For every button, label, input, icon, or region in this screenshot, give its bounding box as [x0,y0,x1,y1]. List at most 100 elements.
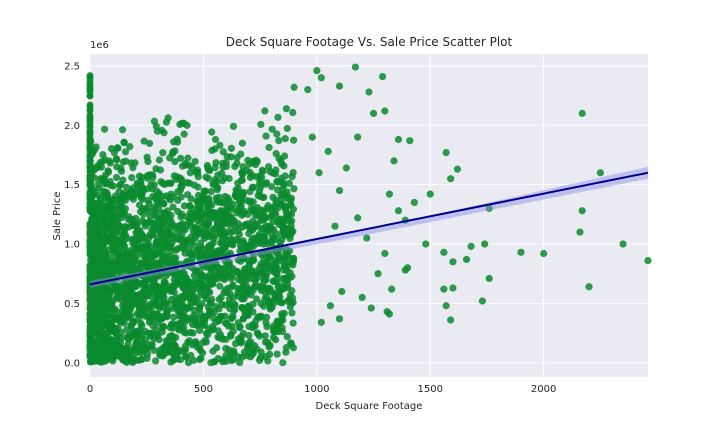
data-point [227,275,235,283]
data-point [102,313,110,321]
data-point [237,202,245,210]
data-point [213,221,221,229]
data-point [200,234,208,243]
data-point [249,349,258,357]
data-point [235,237,243,245]
data-point [286,303,294,311]
data-point [262,313,271,321]
data-point [267,183,276,191]
data-point [274,204,282,212]
data-point [190,271,198,280]
data-point [128,264,136,273]
data-point [97,163,106,171]
data-point [86,294,94,301]
data-point [619,240,627,248]
data-point [275,220,283,229]
x-tick-label: 500 [194,384,213,395]
data-point [121,148,130,156]
data-point [242,291,250,300]
data-point [217,208,225,216]
data-point [139,184,147,192]
data-point [266,253,275,261]
data-point [354,214,362,222]
data-point [219,148,227,156]
data-point [215,305,223,313]
data-point [137,345,145,353]
data-point [178,210,186,218]
data-point [142,238,150,247]
data-point [209,208,217,216]
data-point [231,162,239,171]
data-point [128,187,136,195]
data-point [264,202,272,210]
data-point [138,280,146,289]
data-point [117,269,125,277]
data-point [117,328,125,337]
data-point [253,282,261,291]
data-point [197,243,205,251]
data-point [578,207,586,215]
data-point [163,300,172,308]
data-point [176,346,184,355]
data-point [98,322,106,330]
data-point [120,189,128,197]
data-point [143,220,151,228]
data-point [227,236,235,244]
data-point [255,188,263,196]
data-point [118,249,126,258]
data-point [290,185,298,193]
data-point [209,276,217,284]
data-point [104,168,112,176]
data-point [644,257,652,265]
data-point [170,138,178,146]
data-point [246,173,254,182]
data-point [117,167,126,175]
data-point [279,226,287,234]
data-point [154,283,162,291]
data-point [155,189,163,198]
data-point [171,158,179,166]
data-point [212,259,220,267]
data-point [256,264,264,272]
data-point [112,173,121,182]
data-point [256,176,264,184]
point-cloud [86,72,298,367]
data-point [188,254,196,262]
data-point [223,259,232,268]
data-point [447,175,455,183]
data-point [135,309,143,318]
data-point [186,169,194,177]
y-tick-label: 0.5 [64,299,80,310]
data-point [283,274,291,282]
data-point [279,359,287,367]
data-point [481,240,489,248]
data-point [86,237,94,245]
data-point [576,228,584,236]
data-point [162,118,171,126]
data-point [182,329,190,337]
data-point [127,312,135,320]
data-point [467,242,475,250]
data-point [157,237,165,245]
data-point [108,214,117,223]
data-point [279,185,287,193]
data-point [280,152,289,160]
data-point [172,293,180,302]
data-point [133,339,141,347]
data-point [176,154,185,162]
data-point [172,333,180,342]
data-point [217,293,225,302]
data-point [229,311,237,319]
data-point [211,135,220,144]
data-point [162,312,170,320]
data-point [245,331,253,340]
data-point [95,184,103,192]
data-point [202,294,210,303]
data-point [113,163,121,171]
data-point [151,357,160,365]
data-point [134,356,142,365]
data-point [104,322,112,330]
data-point [168,149,177,158]
data-point [280,262,289,270]
data-point [86,88,94,95]
